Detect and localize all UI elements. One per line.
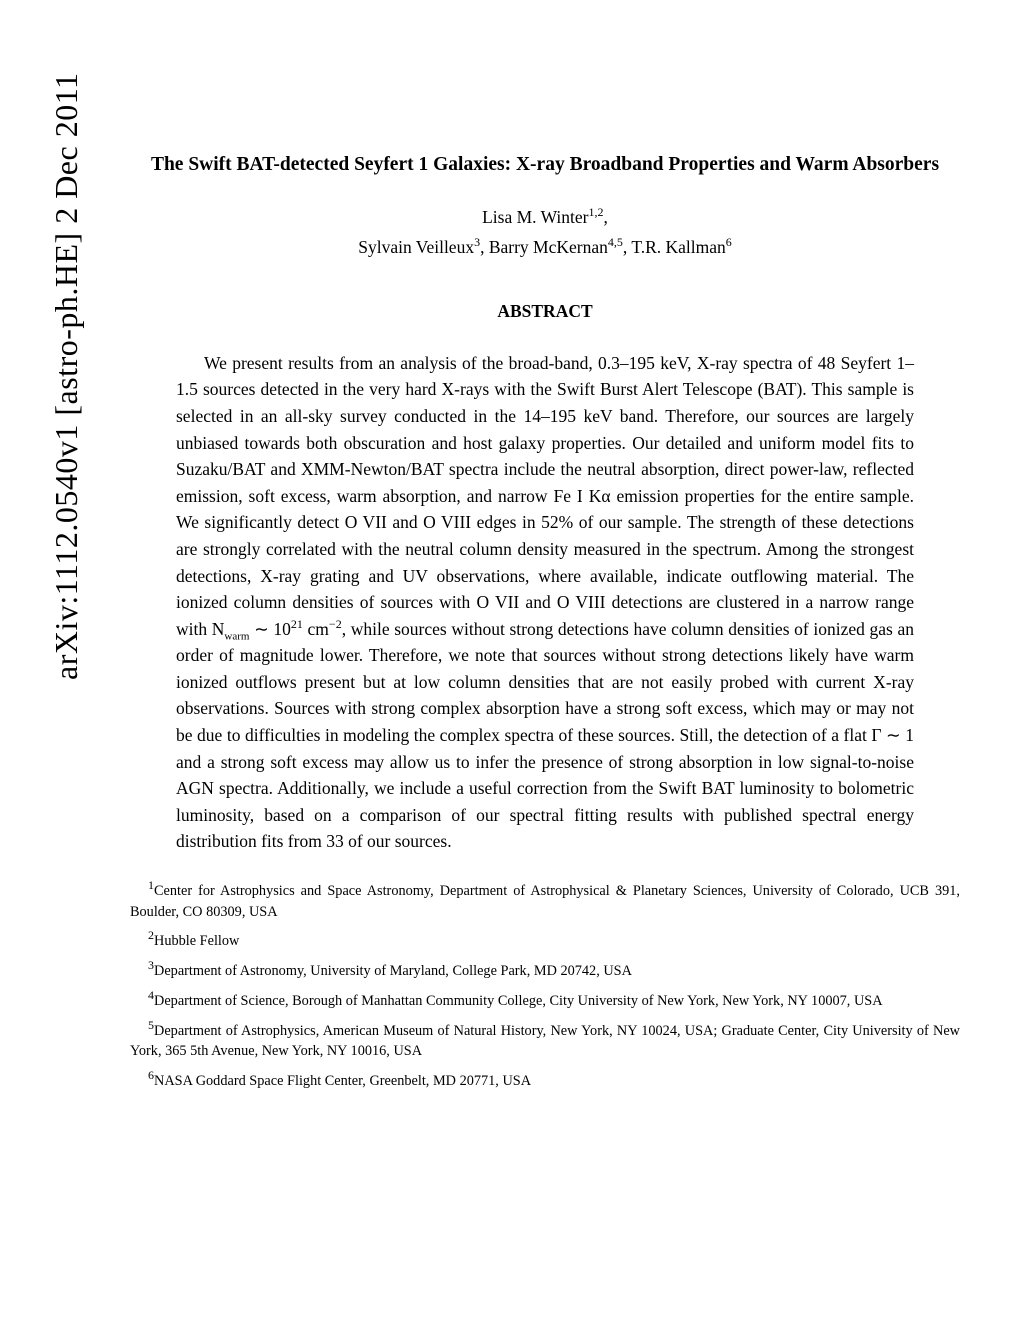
affiliation: 2Hubble Fellow [130, 931, 960, 952]
affiliation-marker: 1,2 [589, 205, 604, 219]
abstract-span: , while sources without strong detection… [176, 619, 914, 852]
paper-title: The Swift BAT-detected Seyfert 1 Galaxie… [130, 150, 960, 179]
abstract-text: We present results from an analysis of t… [176, 350, 914, 855]
abstract-span: cm [303, 619, 329, 639]
affiliation: 1Center for Astrophysics and Space Astro… [130, 881, 960, 922]
abstract-span: ∼ 10 [249, 619, 290, 639]
author-name: Lisa M. Winter [482, 207, 588, 227]
footnote-text: NASA Goddard Space Flight Center, Greenb… [154, 1073, 531, 1089]
separator: , [604, 207, 608, 227]
exponent: 21 [291, 617, 303, 631]
footnote-text: Department of Science, Borough of Manhat… [154, 993, 883, 1009]
footnote-text: Hubble Fellow [154, 933, 239, 949]
paper-page: The Swift BAT-detected Seyfert 1 Galaxie… [130, 150, 960, 1260]
affiliation-marker: 6 [726, 235, 732, 249]
affiliation: 6NASA Goddard Space Flight Center, Green… [130, 1071, 960, 1092]
author-name: , T.R. Kallman [623, 237, 726, 257]
affiliation: 3Department of Astronomy, University of … [130, 961, 960, 982]
footnote-text: Center for Astrophysics and Space Astron… [130, 883, 960, 920]
exponent: −2 [329, 617, 342, 631]
authors-block: Lisa M. Winter1,2, Sylvain Veilleux3, Ba… [130, 203, 960, 263]
affiliation-marker: 4,5 [608, 235, 623, 249]
affiliation: 4Department of Science, Borough of Manha… [130, 991, 960, 1012]
arxiv-identifier: arXiv:1112.0540v1 [astro-ph.HE] 2 Dec 20… [48, 72, 85, 680]
affiliations-block: 1Center for Astrophysics and Space Astro… [130, 881, 960, 1092]
affiliation: 5Department of Astrophysics, American Mu… [130, 1021, 960, 1062]
footnote-text: Department of Astronomy, University of M… [154, 963, 632, 979]
subscript: warm [224, 630, 249, 642]
footnote-text: Department of Astrophysics, American Mus… [130, 1023, 960, 1060]
author-name: Sylvain Veilleux [358, 237, 474, 257]
abstract-heading: ABSTRACT [130, 301, 960, 322]
abstract-span: We present results from an analysis of t… [176, 353, 914, 639]
author-name: , Barry McKernan [480, 237, 608, 257]
